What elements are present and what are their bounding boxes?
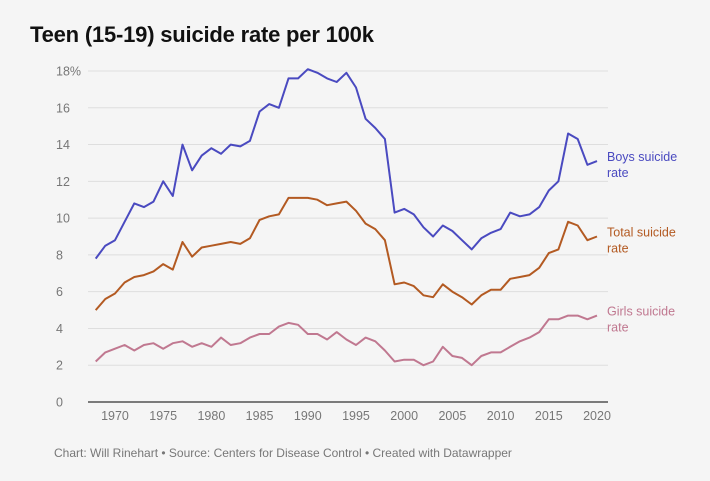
x-tick-label: 1995 xyxy=(342,409,370,423)
x-tick-label: 2000 xyxy=(390,409,418,423)
series-label: Boys suicide xyxy=(607,150,677,164)
y-tick-label: 6 xyxy=(56,285,63,299)
series-line-total-suicide-rate xyxy=(94,196,598,311)
series-label: rate xyxy=(607,321,629,335)
x-tick-label: 2010 xyxy=(487,409,515,423)
series-label: Girls suicide xyxy=(607,305,675,319)
y-tick-label: 2 xyxy=(56,359,63,373)
chart-footer: Chart: Will Rinehart • Source: Centers f… xyxy=(54,446,512,460)
x-tick-label: 2005 xyxy=(438,409,466,423)
series-line-boys-suicide-rate xyxy=(94,68,598,260)
y-tick-label: 4 xyxy=(56,322,63,336)
y-tick-label: 16 xyxy=(56,101,70,115)
series-label: Total suicide xyxy=(607,226,676,240)
x-tick-label: 2015 xyxy=(535,409,563,423)
x-tick-label: 2020 xyxy=(583,409,611,423)
y-tick-label: 18% xyxy=(56,65,81,79)
series-label: rate xyxy=(607,242,629,256)
series-label: rate xyxy=(607,166,629,180)
x-tick-label: 1985 xyxy=(246,409,274,423)
series-line-girls-suicide-rate xyxy=(95,314,598,367)
x-tick-label: 1990 xyxy=(294,409,322,423)
y-tick-label: 12 xyxy=(56,175,70,189)
x-tick-label: 1980 xyxy=(197,409,225,423)
x-tick-label: 1970 xyxy=(101,409,129,423)
chart-title: Teen (15-19) suicide rate per 100k xyxy=(30,22,374,47)
y-tick-label: 10 xyxy=(56,212,70,226)
y-tick-label: 8 xyxy=(56,248,63,262)
y-tick-label: 14 xyxy=(56,138,70,152)
x-tick-label: 1975 xyxy=(149,409,177,423)
y-tick-label: 0 xyxy=(56,396,63,410)
